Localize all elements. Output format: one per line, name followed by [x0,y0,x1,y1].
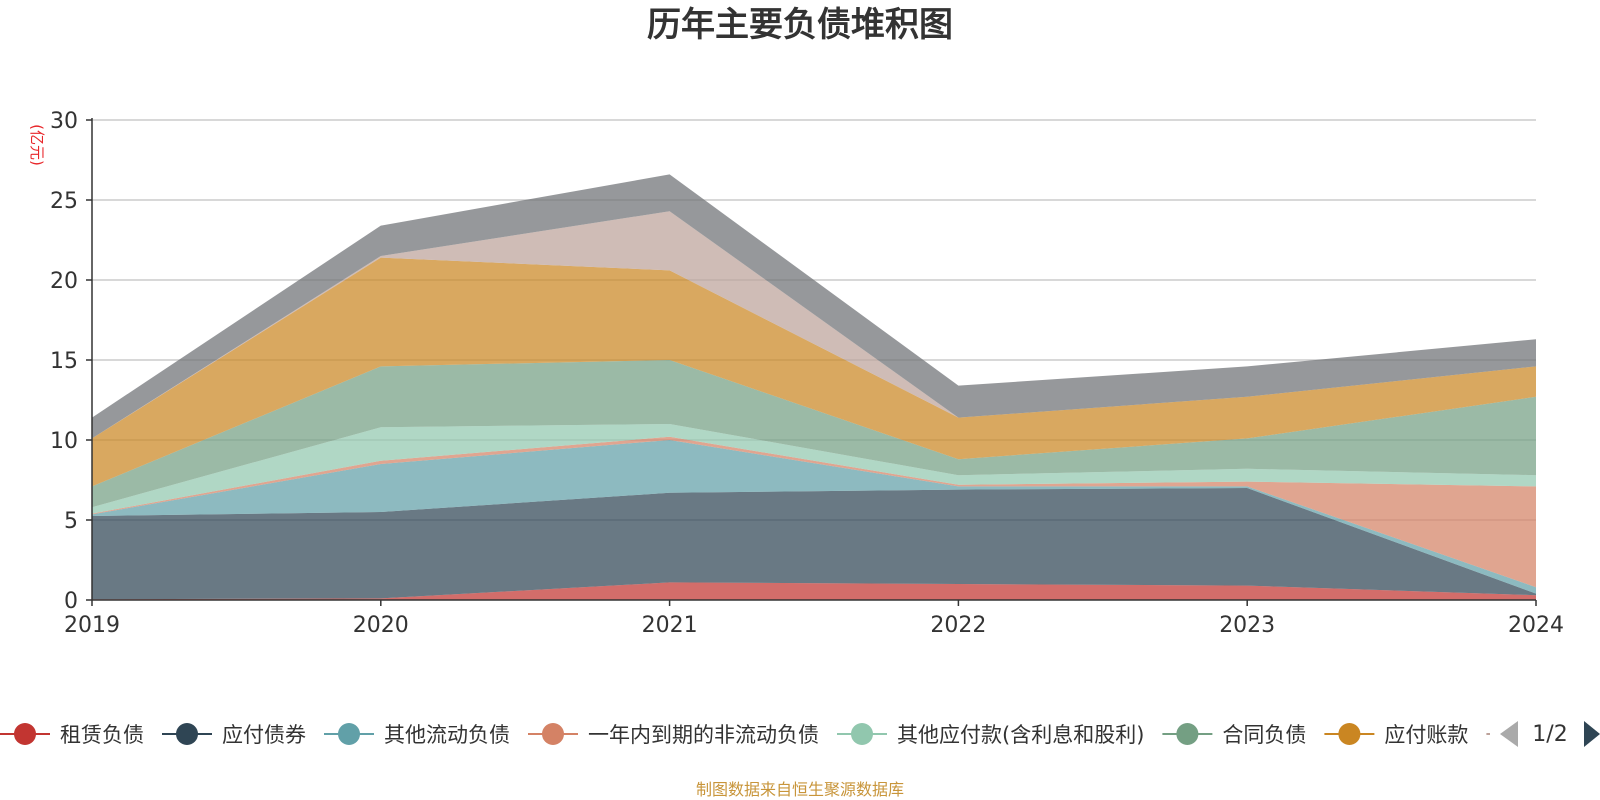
y-tick-label: 0 [64,589,78,614]
legend-marker-icon [851,723,873,745]
legend-page-indicator: 1/2 [1532,722,1567,747]
legend-marker-icon [338,723,360,745]
legend-item[interactable]: 租赁负债 [0,723,144,747]
legend-item[interactable]: 一年内到期的非流动负债 [528,723,819,747]
x-tick-label: 2022 [930,613,986,638]
series-area-1 [92,488,1536,600]
axes: 0 5 10 15 20 25 30 2019 2020 2021 2022 2023 2024 [50,109,1564,638]
series-area-5 [92,360,1536,508]
series-area-4 [92,424,1536,514]
x-tick-label: 2020 [353,613,409,638]
x-tick-label: 2019 [64,613,120,638]
y-tick-label: 20 [50,269,78,294]
legend-item[interactable]: 应付账款 [1324,723,1468,747]
x-tick-label: 2021 [642,613,698,638]
legend-marker-icon [176,723,198,745]
legend-item[interactable]: 应付债券 [162,723,306,747]
triangle-right-icon[interactable] [1584,721,1600,747]
legend-item[interactable]: 其他应付款(含利息和股利) [837,723,1144,747]
y-tick-label: 25 [50,189,78,214]
legend-item[interactable]: 合同负债 [1162,723,1306,747]
chart-title: 历年主要负债堆积图 [647,5,953,45]
legend-label: 租赁负债 [60,723,144,747]
series-area-8 [92,174,1536,439]
legend-marker-icon [1176,723,1199,745]
data-source-note: 制图数据来自恒生聚源数据库 [696,780,904,799]
legend: 租赁负债 应付债券 其他流动负债 一年内到期的非流动负债 其他应付款(含利息和股利) 合同… [0,723,1490,747]
series-area-0 [92,582,1536,600]
legend-label: 应付债券 [222,723,306,747]
y-tick-label: 15 [50,349,78,374]
y-tick-label: 5 [64,509,78,534]
y-tick-label: 30 [50,109,78,134]
x-tick-label: 2024 [1508,613,1564,638]
x-tick-label: 2023 [1219,613,1275,638]
legend-label: 其他流动负债 [384,723,510,747]
legend-pager: 1/2 [1500,721,1600,747]
legend-label: 应付账款 [1384,723,1468,747]
series-area-6 [92,257,1536,487]
legend-marker-icon [14,723,36,745]
legend-item[interactable]: 其他流动负债 [324,723,510,747]
legend-label: 一年内到期的非流动负债 [588,723,819,747]
legend-label: 其他应付款(含利息和股利) [897,723,1144,747]
series-area-2 [92,440,1536,594]
legend-label: 合同负债 [1222,723,1306,747]
triangle-left-icon[interactable] [1500,721,1518,747]
y-tick-label: 10 [50,429,78,454]
area-series [92,174,1536,600]
series-area-7 [92,211,1536,439]
legend-marker-icon [1338,723,1361,745]
y-unit-label: (亿元) [28,124,46,166]
legend-marker-icon [542,723,564,745]
